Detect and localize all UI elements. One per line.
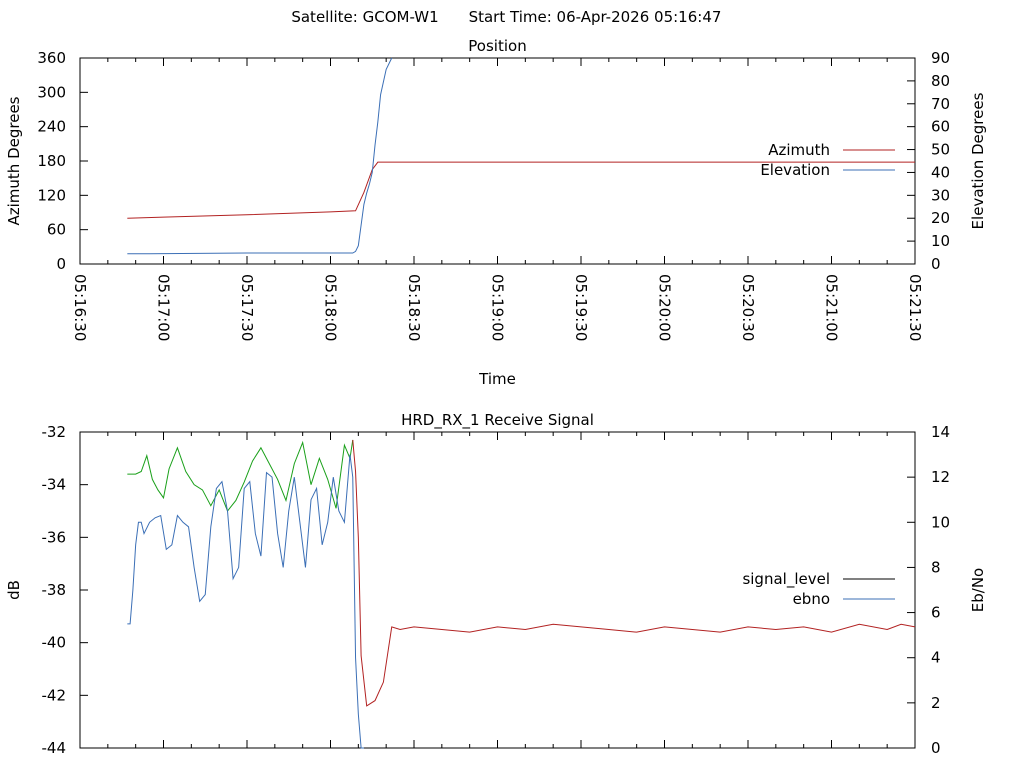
y-tick-label: -44	[42, 739, 67, 757]
y2-tick-label: 0	[931, 739, 941, 757]
y2-tick-label: 20	[931, 209, 950, 227]
y2-tick-label: 40	[931, 163, 950, 181]
series-line-signal-level	[352, 439, 916, 707]
y-tick-label: 0	[56, 255, 66, 273]
x-tick-label: 05:17:00	[155, 274, 173, 341]
series-line-ebno	[127, 454, 364, 749]
y2-tick-label: 2	[931, 694, 941, 712]
start-time-label: Start Time: 06-Apr-2026 05:16:47	[469, 8, 722, 26]
y-tick-label: 300	[37, 83, 66, 101]
legend-label: Elevation	[760, 161, 830, 179]
y2-tick-label: 50	[931, 141, 950, 159]
y-tick-label: -40	[42, 634, 67, 652]
x-tick-label: 05:19:00	[489, 274, 507, 341]
x-tick-label: 05:18:30	[405, 274, 423, 341]
legend-label: ebno	[793, 590, 830, 608]
y-axis-label: Azimuth Degrees	[5, 96, 23, 225]
x-tick-label: 05:20:30	[739, 274, 757, 341]
y2-tick-label: 8	[931, 558, 941, 576]
x-tick-label: 05:20:00	[656, 274, 674, 341]
y2-tick-label: 10	[931, 232, 950, 250]
y2-tick-label: 14	[931, 423, 950, 441]
series-line-signal-level	[127, 439, 354, 512]
receive-signal-chart: HRD_RX_1 Receive Signal -32 -34 -36 -38 -40 -4…	[5, 411, 987, 757]
legend-label: signal_level	[742, 570, 830, 589]
y-axis-label: dB	[5, 580, 23, 600]
y2-tick-label: 12	[931, 468, 950, 486]
y2-axis-label: Eb/No	[969, 568, 987, 612]
x-axis-label: Time	[478, 370, 516, 388]
y2-axis-label: Elevation Degrees	[969, 92, 987, 229]
x-tick-label: 05:21:30	[906, 274, 924, 341]
y2-tick-label: 4	[931, 649, 941, 667]
series-line-elevation	[127, 57, 393, 255]
y2-tick-label: 0	[931, 255, 941, 273]
y-tick-label: -38	[42, 581, 67, 599]
y2-tick-label: 90	[931, 49, 950, 67]
y2-tick-label: 6	[931, 604, 941, 622]
x-tick-label: 05:21:00	[823, 274, 841, 341]
x-tick-label: 05:19:30	[572, 274, 590, 341]
y2-tick-label: 80	[931, 72, 950, 90]
y-tick-label: 360	[37, 49, 66, 67]
y2-tick-label: 30	[931, 186, 950, 204]
y2-tick-label: 60	[931, 118, 950, 136]
y-tick-label: 240	[37, 118, 66, 136]
x-tick-label: 05:16:30	[71, 274, 89, 341]
y-tick-label: -34	[42, 476, 67, 494]
y-tick-label: 180	[37, 152, 66, 170]
x-tick-label: 05:18:00	[322, 274, 340, 341]
position-chart: Position 05:16:30 05:17:00 05:17:30 05:18:00…	[5, 37, 987, 388]
series-line-azimuth	[127, 161, 915, 219]
legend-label: Azimuth	[768, 141, 830, 159]
figure-header: Satellite: GCOM-W1 Start Time: 06-Apr-20…	[291, 8, 721, 26]
y-tick-label: -42	[42, 686, 67, 704]
y-tick-label: -36	[42, 528, 67, 546]
y-tick-label: 120	[37, 186, 66, 204]
chart-title: HRD_RX_1 Receive Signal	[401, 411, 594, 430]
y2-tick-label: 70	[931, 95, 950, 113]
y2-tick-label: 10	[931, 513, 950, 531]
x-tick-label: 05:17:30	[238, 274, 256, 341]
chart-title: Position	[468, 37, 526, 55]
satellite-label: Satellite: GCOM-W1	[291, 8, 438, 26]
y-tick-label: -32	[42, 423, 67, 441]
y-tick-label: 60	[47, 221, 66, 239]
